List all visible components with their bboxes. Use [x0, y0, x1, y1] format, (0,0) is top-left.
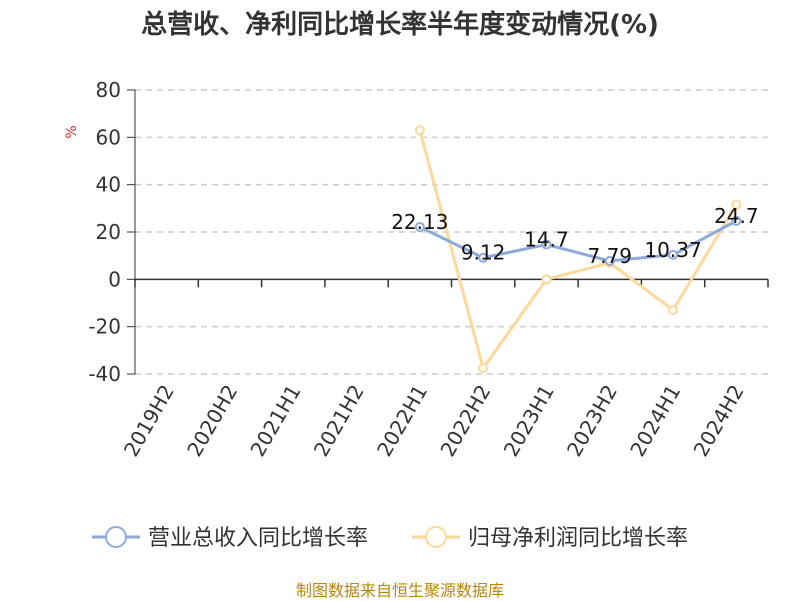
- x-tick-label: 2024H1: [625, 381, 685, 461]
- x-tick-label: 2022H2: [435, 381, 495, 461]
- x-tick-label: 2021H1: [245, 381, 305, 461]
- chart-title: 总营收、净利同比增长率半年度变动情况(%): [141, 10, 659, 40]
- data-labels: 22.13 9.12 14.7 7.79 10.37 24.7: [391, 204, 758, 268]
- data-point: [414, 125, 425, 136]
- y-tick-label: -20: [88, 315, 121, 339]
- data-point: [668, 249, 679, 260]
- legend-marker-0: [105, 526, 127, 548]
- x-tick-label: 2023H1: [499, 381, 559, 461]
- series-line-1: [418, 129, 738, 370]
- y-tick-label: 60: [96, 125, 121, 149]
- y-tick-label: -40: [88, 362, 121, 386]
- legend: 营业总收入同比增长率 归母净利润同比增长率: [92, 526, 688, 551]
- legend-marker-1: [425, 526, 447, 548]
- y-tick-label: 80: [96, 78, 121, 102]
- legend-label-1: 归母净利润同比增长率: [468, 526, 688, 551]
- data-label: 10.37: [644, 238, 701, 262]
- x-tick-label: 2019H2: [119, 381, 179, 461]
- data-point: [414, 221, 425, 232]
- data-point: [541, 274, 552, 285]
- y-tick-label: 40: [96, 173, 121, 197]
- data-point: [668, 305, 679, 316]
- data-label: 24.7: [714, 204, 759, 228]
- x-tick-label: 2022H1: [372, 381, 432, 461]
- source-footer: 制图数据来自恒生聚源数据库: [295, 581, 504, 600]
- x-tick-label: 2020H2: [182, 381, 242, 461]
- data-point: [478, 252, 489, 263]
- data-label: 14.7: [524, 228, 569, 252]
- data-label: 9.12: [461, 241, 506, 265]
- data-point: [541, 239, 552, 250]
- axes: -40 -20 0 20 40 60 80% 2019H2 2020H2 2021H1 2021H2…: [64, 78, 769, 461]
- y-tick-label: 20: [96, 220, 121, 244]
- x-tick-label: 2024H2: [689, 381, 749, 461]
- legend-label-0: 营业总收入同比增长率: [148, 526, 368, 551]
- series-line-0: [419, 219, 738, 263]
- series-lines: [414, 125, 742, 374]
- data-point: [731, 215, 742, 226]
- data-point: [731, 199, 742, 210]
- y-tick-label: 0: [108, 267, 121, 291]
- x-tick-label: 2023H2: [562, 381, 622, 461]
- y-axis-unit-label: %: [64, 125, 80, 138]
- data-label: 22.13: [391, 210, 448, 234]
- data-point: [604, 255, 615, 266]
- x-tick-label: 2021H2: [309, 381, 369, 461]
- data-label: 7.79: [587, 244, 632, 268]
- grid-lines: [135, 89, 768, 375]
- data-point: [478, 363, 489, 374]
